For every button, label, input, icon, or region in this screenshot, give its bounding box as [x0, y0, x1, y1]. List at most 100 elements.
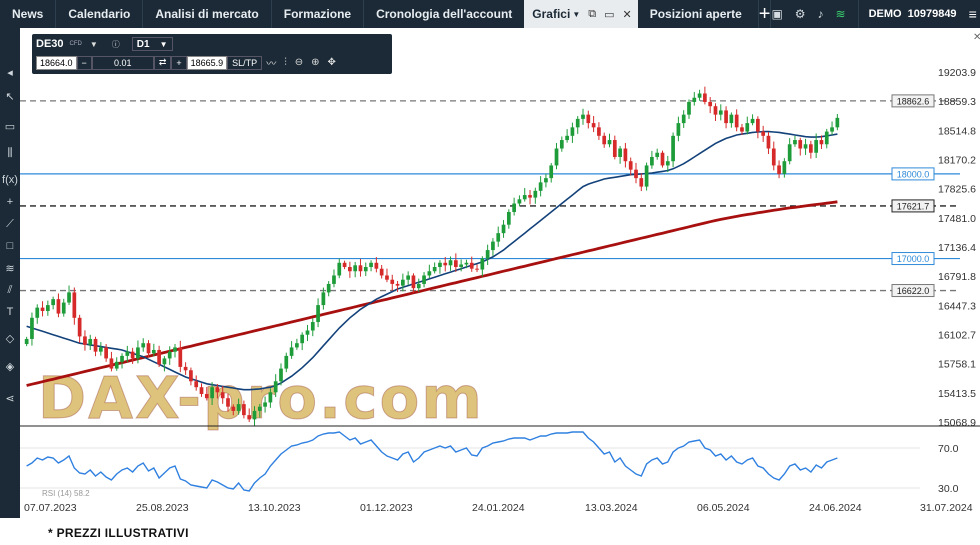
- buy-price-button[interactable]: 18665.9: [186, 55, 228, 70]
- rectangle-icon[interactable]: □: [6, 240, 14, 252]
- candle-body: [220, 392, 225, 399]
- candle-body: [612, 140, 617, 157]
- candle-body: [570, 127, 575, 136]
- x-tick-label: 24.06.2024: [809, 502, 862, 514]
- candle-body: [766, 135, 771, 149]
- line-chart-icon[interactable]: 〰: [266, 59, 277, 70]
- candle-body: [289, 347, 294, 356]
- candle-body: [692, 97, 697, 102]
- instrument-symbol[interactable]: DE30: [36, 38, 64, 50]
- candle-body: [157, 349, 161, 365]
- indicators-icon[interactable]: ⫶: [284, 57, 287, 68]
- trendline-icon[interactable]: ⟋: [6, 218, 14, 230]
- close-icon[interactable]: ✕: [622, 8, 632, 21]
- candle-body: [374, 262, 379, 269]
- crosshair-icon[interactable]: +: [6, 196, 14, 208]
- x-tick-label: 07.07.2023: [24, 502, 77, 514]
- increase-quantity-button[interactable]: +: [171, 55, 187, 70]
- account-number: 10979849: [907, 8, 957, 20]
- top-navigation-bar: News Calendario Analisi di mercato Forma…: [0, 0, 980, 28]
- account-info[interactable]: DEMO 10979849 ≡: [857, 0, 977, 28]
- price-level-label: 16622.0: [897, 286, 930, 296]
- candle-body: [549, 165, 554, 179]
- candle-body: [130, 351, 135, 359]
- add-tab-button[interactable]: +: [757, 0, 772, 28]
- layout-icon[interactable]: ▭: [4, 121, 16, 133]
- candle-body: [761, 131, 766, 136]
- timeframe-select[interactable]: D1 ▼: [131, 37, 173, 51]
- function-icon[interactable]: f(x): [2, 174, 18, 186]
- candle-body: [226, 398, 230, 407]
- sltp-button[interactable]: SL/TP: [227, 55, 263, 70]
- nav-cronologia-account[interactable]: Cronologia dell'account: [363, 0, 524, 28]
- tab-grafici[interactable]: Grafici ▼ ⧉ ▭ ✕: [524, 0, 638, 28]
- symbol-dropdown-icon[interactable]: ▼: [89, 39, 98, 49]
- candle-body: [559, 140, 564, 149]
- candle-body: [141, 343, 146, 348]
- nav-news[interactable]: News: [12, 7, 44, 21]
- collapse-icon[interactable]: ◂: [7, 67, 13, 79]
- candle-body: [183, 366, 188, 371]
- info-icon[interactable]: ⓘ: [111, 39, 120, 49]
- candle-body: [136, 347, 140, 359]
- candle-body: [835, 117, 840, 128]
- candle-body: [734, 114, 739, 128]
- layers-icon[interactable]: ◈: [5, 361, 15, 373]
- settings-sliders-icon[interactable]: ⚙: [794, 7, 806, 21]
- popout-icon[interactable]: ⧉: [588, 7, 597, 20]
- restore-icon[interactable]: ▭: [604, 8, 615, 21]
- move-icon[interactable]: ✥: [327, 57, 336, 68]
- channel-icon[interactable]: ⫽: [7, 284, 13, 296]
- candle-body: [162, 358, 167, 365]
- candle-body: [681, 114, 686, 124]
- arrow-cursor-icon[interactable]: ↖: [5, 91, 15, 103]
- swap-icon[interactable]: ⇄: [153, 55, 172, 70]
- tab-posizioni-aperte[interactable]: Posizioni aperte: [649, 7, 742, 21]
- price-chart-svg[interactable]: DAX-pro.com 19203.9 18859.3 18514.8 18170.2…: [20, 28, 980, 518]
- nav-formazione[interactable]: Formazione: [270, 0, 363, 28]
- y-tick-label: 15413.5: [938, 388, 976, 400]
- x-tick-label: 06.05.2024: [697, 502, 750, 514]
- menu-icon[interactable]: ≡: [968, 6, 977, 22]
- candle-body: [295, 343, 299, 348]
- candle-body: [639, 178, 644, 187]
- candle-body: [740, 127, 744, 132]
- fibonacci-icon[interactable]: ≋: [5, 263, 15, 275]
- candle-body: [395, 283, 400, 286]
- share-icon[interactable]: ⋖: [5, 393, 15, 405]
- candle-body: [236, 404, 241, 411]
- candle-body: [379, 268, 384, 276]
- shapes-icon[interactable]: ◇: [5, 333, 15, 345]
- text-icon[interactable]: T: [6, 306, 14, 318]
- candle-body: [443, 262, 448, 266]
- instrument-type: CFD: [69, 41, 82, 47]
- chart-area[interactable]: DAX-pro.com 19203.9 18859.3 18514.8 18170.2…: [20, 28, 980, 518]
- sell-price-button[interactable]: 18664.0: [36, 55, 77, 70]
- candle-body: [199, 387, 204, 394]
- quantity-input[interactable]: 0.01: [91, 55, 154, 70]
- candle-body: [247, 415, 252, 420]
- candle-body: [533, 190, 538, 198]
- price-level-box: [891, 252, 935, 266]
- x-tick-label: 25.08.2023: [136, 502, 189, 514]
- candle-body: [724, 110, 728, 124]
- zoom-out-icon[interactable]: ⊖: [294, 57, 304, 68]
- candle-body: [279, 368, 283, 382]
- decrease-quantity-button[interactable]: −: [76, 55, 92, 70]
- candle-body: [257, 406, 262, 411]
- chart-type-icon[interactable]: ⫼: [7, 147, 13, 159]
- zoom-in-icon[interactable]: ⊕: [311, 57, 320, 68]
- candle-body: [554, 148, 559, 166]
- nav-analisi-di-mercato[interactable]: Analisi di mercato: [142, 0, 270, 28]
- nav-calendario[interactable]: Calendario: [55, 0, 142, 28]
- monitor-icon[interactable]: ▣: [771, 7, 783, 21]
- candle-body: [268, 392, 273, 403]
- candle-body: [178, 347, 183, 367]
- x-tick-label: 13.03.2024: [585, 502, 638, 514]
- candle-body: [204, 393, 209, 399]
- chevron-down-icon[interactable]: ▼: [572, 9, 581, 19]
- timeframe-value: D1: [136, 38, 150, 50]
- bell-icon[interactable]: ♪: [817, 7, 824, 21]
- candle-body: [321, 292, 326, 306]
- candle-body: [390, 279, 395, 284]
